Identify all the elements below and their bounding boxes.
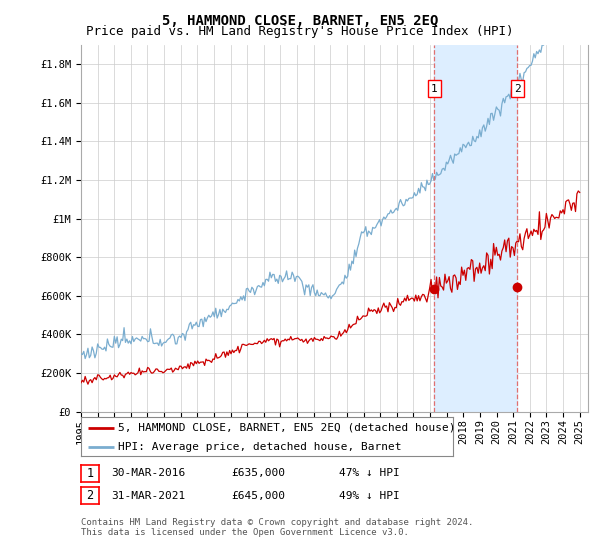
Bar <box>434 45 517 412</box>
Text: 30-MAR-2016: 30-MAR-2016 <box>111 468 185 478</box>
Text: 5, HAMMOND CLOSE, BARNET, EN5 2EQ (detached house): 5, HAMMOND CLOSE, BARNET, EN5 2EQ (detac… <box>118 423 456 433</box>
Text: Price paid vs. HM Land Registry's House Price Index (HPI): Price paid vs. HM Land Registry's House … <box>86 25 514 38</box>
Text: HPI: Average price, detached house, Barnet: HPI: Average price, detached house, Barn… <box>118 442 402 451</box>
Text: 2: 2 <box>86 489 94 502</box>
Text: 5, HAMMOND CLOSE, BARNET, EN5 2EQ: 5, HAMMOND CLOSE, BARNET, EN5 2EQ <box>162 14 438 28</box>
Text: 31-MAR-2021: 31-MAR-2021 <box>111 491 185 501</box>
Text: 1: 1 <box>86 466 94 480</box>
Text: Contains HM Land Registry data © Crown copyright and database right 2024.
This d: Contains HM Land Registry data © Crown c… <box>81 518 473 538</box>
Text: £645,000: £645,000 <box>231 491 285 501</box>
Text: 47% ↓ HPI: 47% ↓ HPI <box>339 468 400 478</box>
Text: 49% ↓ HPI: 49% ↓ HPI <box>339 491 400 501</box>
Text: 2: 2 <box>514 84 521 94</box>
Text: 1: 1 <box>431 84 437 94</box>
Text: £635,000: £635,000 <box>231 468 285 478</box>
